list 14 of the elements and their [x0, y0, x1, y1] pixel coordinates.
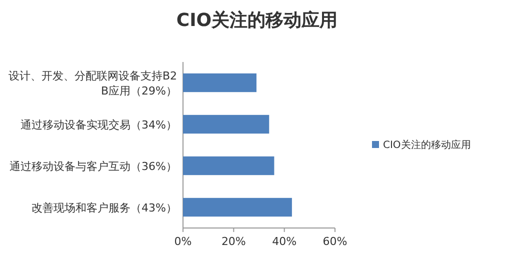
x-tick-label: 60%: [322, 235, 348, 248]
x-tick-label: 40%: [272, 235, 297, 248]
bar: [183, 198, 292, 217]
x-tick-label: 20%: [221, 235, 246, 248]
bar: [183, 156, 274, 176]
legend-label: CIO关注的移动应用: [383, 139, 471, 151]
y-tick-label: 改善现场和客户服务（43%）: [32, 201, 177, 214]
bar: [183, 73, 256, 92]
y-tick-label: 通过移动设备与客户互动（36%）: [10, 160, 177, 173]
y-tick-label: 设计、开发、分配联网设备支持B2B应用（29%）: [8, 69, 177, 98]
chart-title: CIO关注的移动应用: [176, 10, 338, 31]
x-tick-label: 0%: [174, 235, 192, 248]
y-tick-label: 通过移动设备实现交易（34%）: [20, 118, 177, 132]
bar: [183, 114, 270, 134]
